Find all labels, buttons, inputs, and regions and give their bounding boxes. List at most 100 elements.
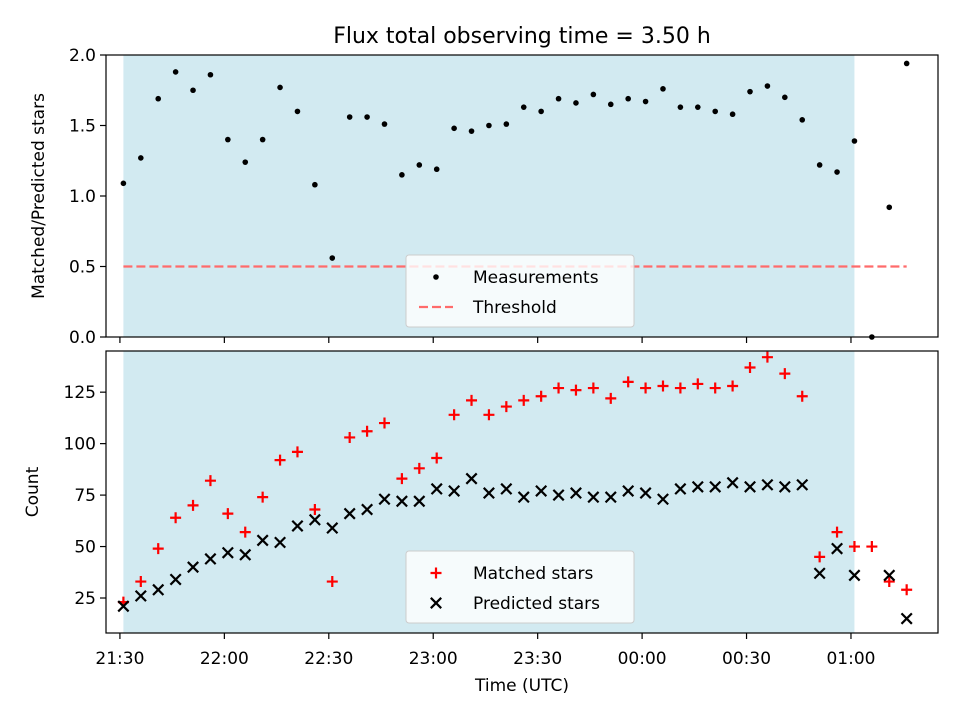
legend-entry-label: Matched stars [473, 564, 593, 584]
y-tick-label: 50 [74, 538, 96, 558]
data-point [413, 495, 426, 508]
data-point [431, 452, 443, 464]
data-point [187, 499, 199, 511]
data-point [416, 162, 423, 168]
chart-title: Flux total observing time = 3.50 h [333, 24, 711, 49]
data-point [378, 417, 390, 429]
data-point [535, 484, 548, 497]
data-point [657, 493, 669, 506]
data-point [674, 482, 687, 495]
data-point [607, 101, 614, 108]
data-point [239, 548, 252, 561]
data-point [172, 69, 179, 75]
data-point [622, 376, 634, 388]
data-point [744, 361, 756, 373]
data-point [779, 368, 791, 380]
x-tick-label: 22:30 [304, 649, 353, 669]
legend: Measurements Threshold [405, 254, 635, 328]
data-point [692, 378, 704, 390]
data-point [903, 60, 910, 67]
data-point [483, 409, 495, 421]
data-point [851, 138, 858, 144]
data-point [308, 513, 321, 526]
series-predicted-stars [117, 472, 913, 625]
data-point [242, 159, 249, 165]
data-point [433, 166, 440, 173]
data-point [709, 382, 721, 394]
x-tick-label: 21:30 [95, 649, 144, 669]
data-point [207, 71, 214, 78]
y-tick-label: 0.0 [69, 328, 96, 348]
data-point [187, 561, 200, 574]
data-point [259, 136, 266, 143]
data-point [604, 491, 617, 504]
data-point [309, 503, 321, 515]
data-point [274, 454, 286, 466]
data-point [555, 95, 562, 102]
data-point [605, 392, 617, 404]
data-point [361, 425, 373, 437]
data-point [848, 569, 861, 582]
data-point [639, 487, 652, 500]
data-point [674, 382, 686, 394]
data-point [727, 380, 739, 392]
data-point [573, 100, 579, 106]
data-point [518, 394, 530, 406]
data-point [761, 478, 774, 491]
data-point [883, 576, 895, 588]
data-point [482, 487, 495, 500]
data-point [138, 155, 144, 161]
data-point [326, 576, 338, 588]
data-point [257, 491, 269, 503]
x-axis-label: Time (UTC) [474, 676, 569, 696]
data-point [712, 108, 719, 115]
data-point [500, 482, 513, 495]
data-point [396, 473, 408, 485]
y-tick-label: 0.5 [69, 258, 96, 278]
y-axis-label: Matched/Predicted stars [29, 93, 49, 299]
legend-entry-label: Measurements [473, 268, 599, 288]
legend-entry-label: Predicted stars [473, 594, 600, 614]
data-point [744, 480, 756, 493]
data-point [782, 94, 788, 101]
data-point [831, 542, 844, 555]
data-point [799, 117, 806, 123]
data-point [778, 480, 791, 493]
data-point [451, 125, 457, 132]
data-point [361, 503, 374, 516]
data-point [747, 88, 753, 95]
data-point [520, 104, 527, 110]
data-point [677, 104, 684, 110]
data-point [225, 136, 231, 143]
data-point [622, 484, 635, 497]
data-point [640, 382, 652, 394]
data-point [134, 589, 147, 602]
series-measurements [120, 60, 910, 340]
data-point [726, 476, 739, 489]
legend-swatch [433, 274, 439, 280]
data-point [448, 409, 460, 421]
data-point [552, 489, 565, 502]
data-point [204, 552, 217, 565]
data-point [274, 536, 287, 549]
data-point [796, 390, 808, 402]
data-point [152, 583, 165, 596]
x-tick-label: 22:00 [200, 649, 249, 669]
data-point [553, 382, 565, 394]
data-point [413, 462, 425, 474]
legend-swatch [430, 567, 442, 579]
data-point [486, 122, 492, 129]
data-point [657, 380, 669, 392]
y-tick-label: 1.5 [69, 117, 96, 137]
data-point [831, 526, 843, 538]
data-point [660, 86, 666, 92]
data-point [222, 508, 234, 520]
x-tick-label: 00:00 [618, 649, 667, 669]
data-point [326, 522, 339, 534]
data-point [291, 519, 304, 532]
data-point [466, 394, 478, 406]
x-tick-label: 23:30 [513, 649, 562, 669]
data-point [535, 390, 547, 402]
data-point [120, 180, 127, 187]
